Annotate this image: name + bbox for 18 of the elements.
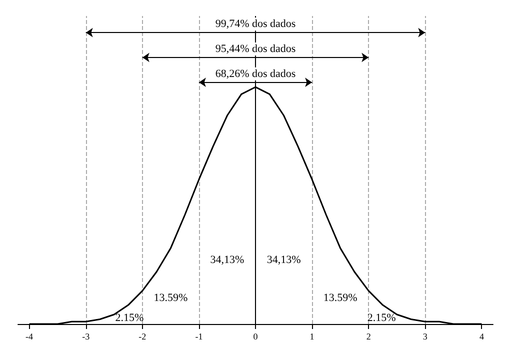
text: 99,74% dos dados [215, 18, 296, 30]
text: 68,26% dos dados [215, 68, 296, 80]
annotation: 13.59% [323, 292, 358, 304]
x-tick-label: -1 [195, 332, 203, 342]
x-tick-label: -3 [82, 332, 90, 342]
x-tick-label: 2 [366, 332, 371, 342]
x-tick-label: 3 [422, 332, 428, 342]
annotation: 13.59% [154, 292, 188, 304]
annotation: 34,13% [266, 254, 301, 266]
x-tick-label: -4 [26, 332, 34, 342]
annotation: 34,13% [210, 254, 244, 266]
text: 95,44% dos dados [215, 42, 296, 55]
annotation: 2.15% [115, 312, 144, 324]
x-tick-label: 0 [253, 332, 258, 342]
annotation: 2.15% [367, 312, 396, 324]
x-tick-label: 4 [479, 332, 484, 342]
x-tick-label: 1 [310, 332, 314, 342]
x-tick-label: -2 [138, 332, 146, 342]
